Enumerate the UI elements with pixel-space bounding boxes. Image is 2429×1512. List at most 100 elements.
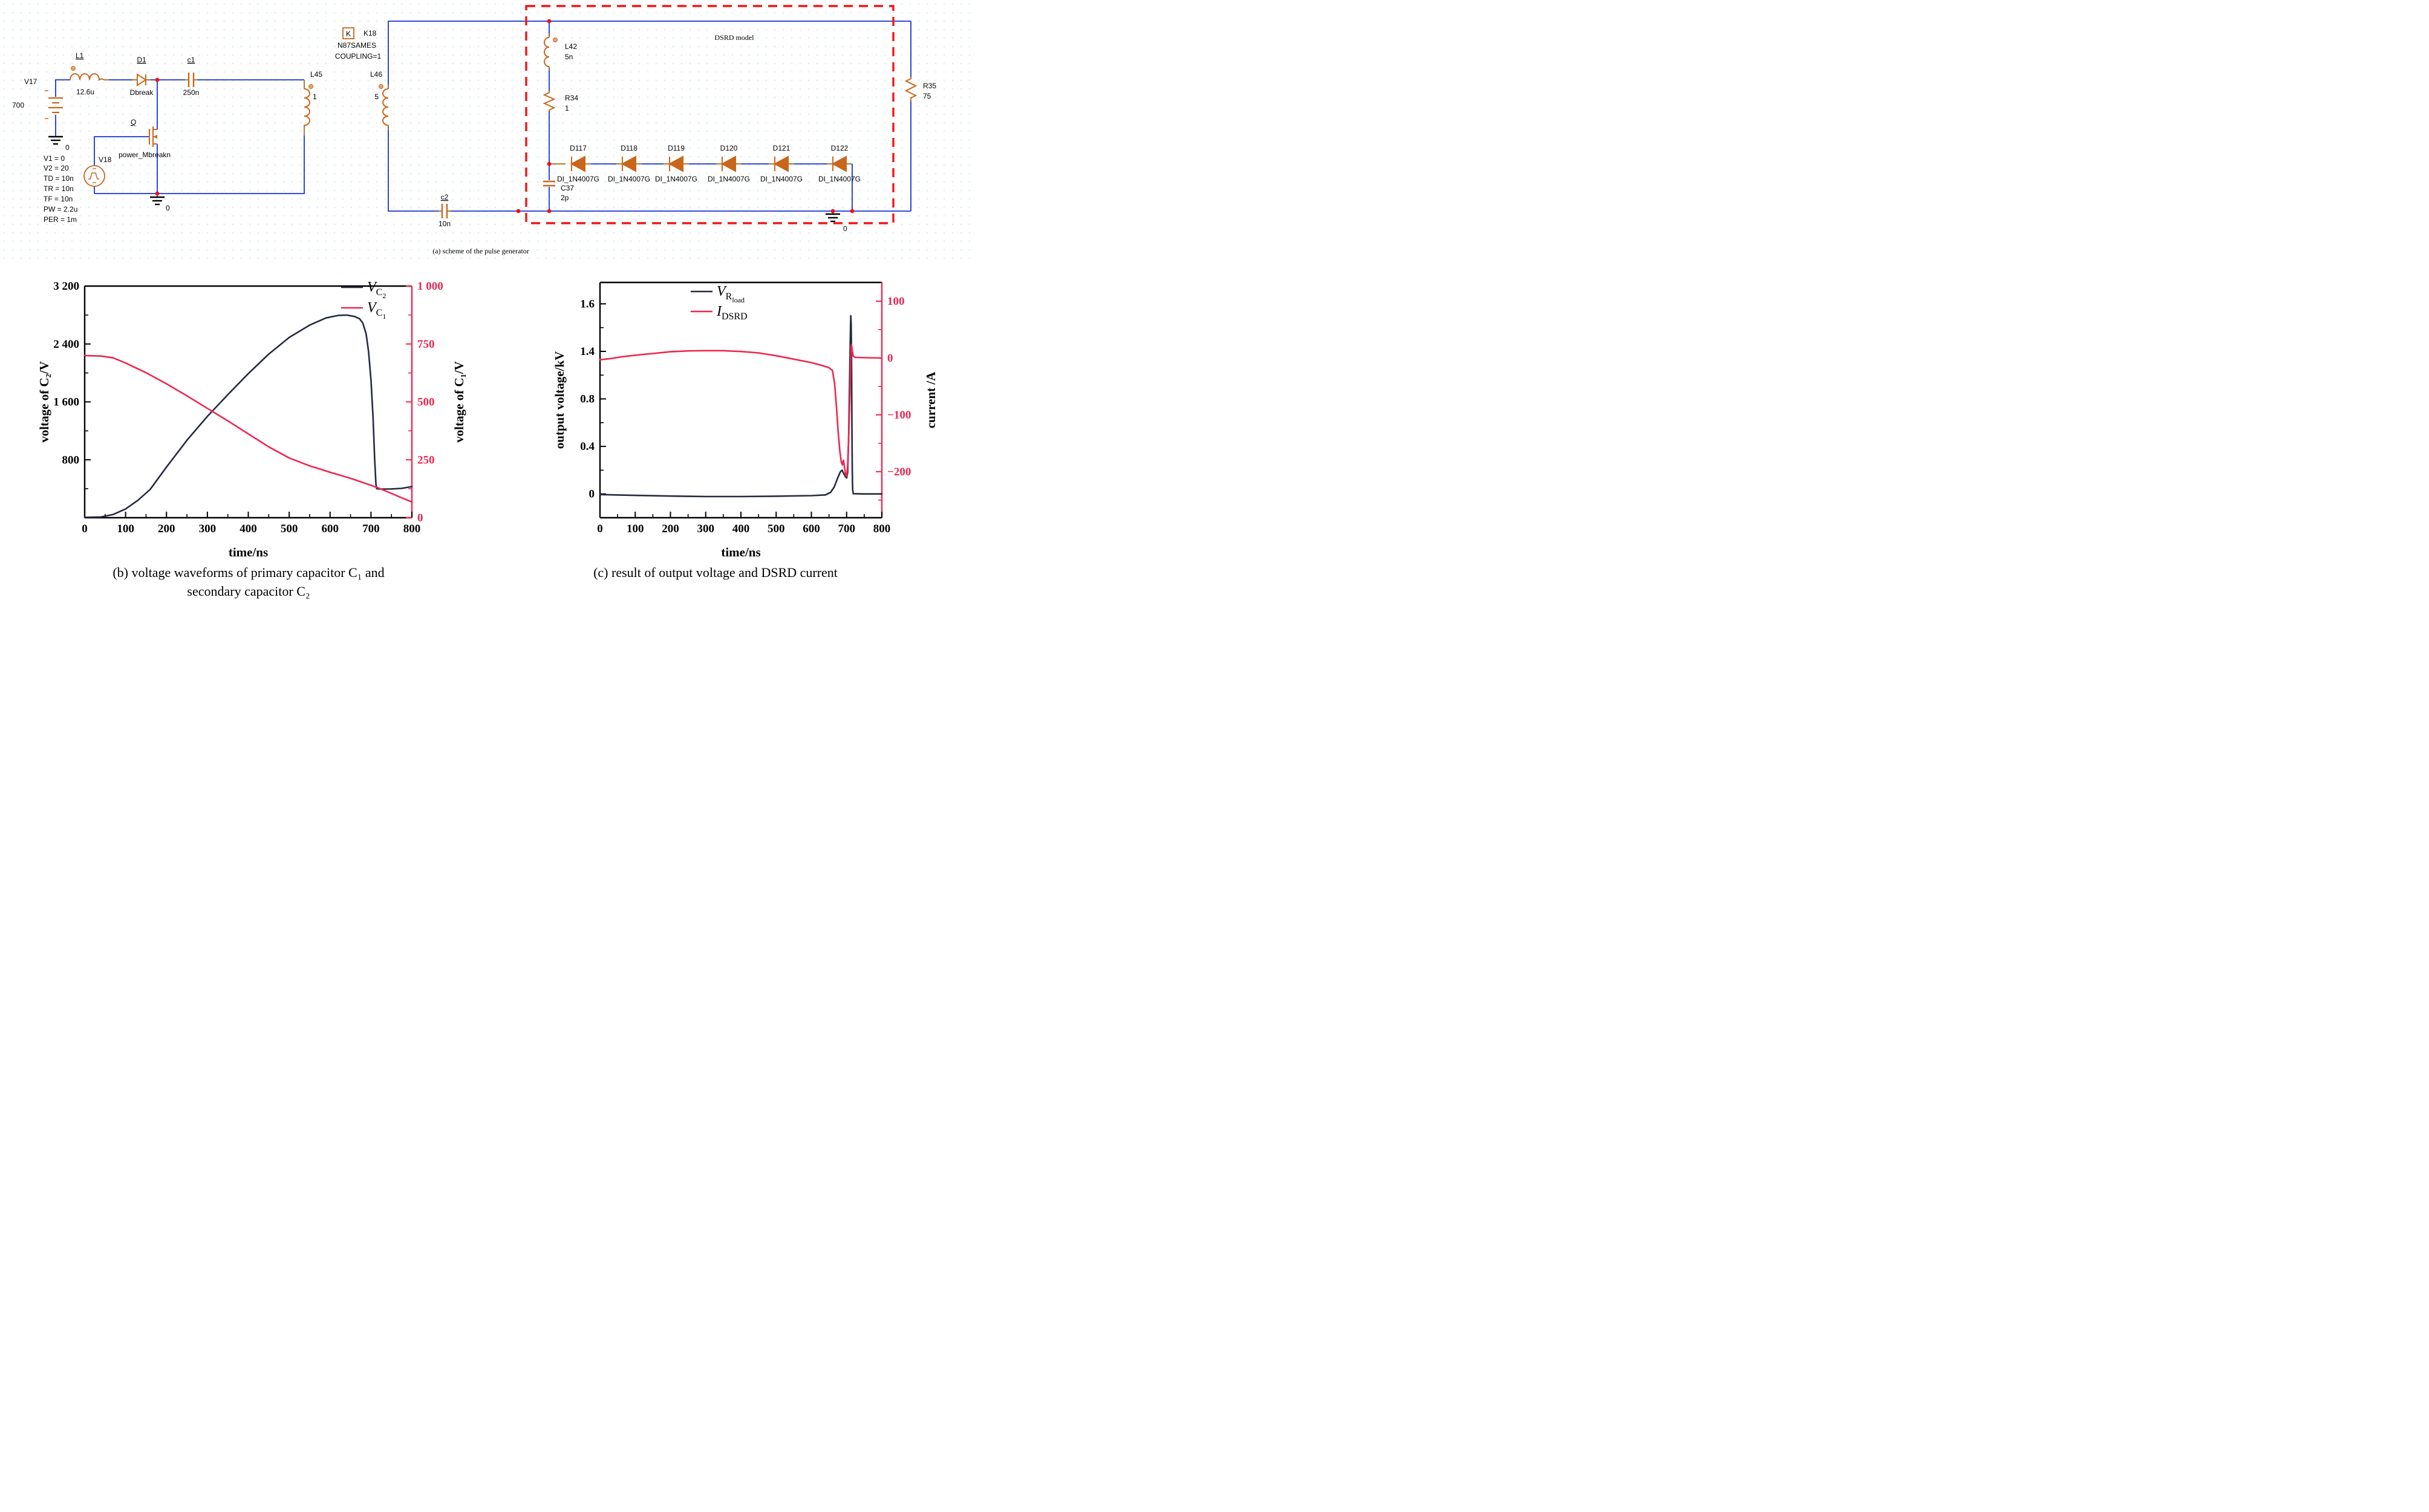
svg-text:0: 0 bbox=[417, 512, 423, 524]
svg-text:200: 200 bbox=[662, 523, 679, 535]
r34-value: 1 bbox=[565, 104, 569, 112]
right-axis-title: voltage of C₁/V bbox=[452, 361, 466, 443]
svg-text:700: 700 bbox=[362, 523, 380, 535]
svg-text:0: 0 bbox=[887, 352, 893, 365]
d121-ref: D121 bbox=[773, 144, 791, 152]
svg-text:800: 800 bbox=[62, 454, 80, 466]
svg-text:400: 400 bbox=[732, 523, 750, 535]
x-axis-title: time/ns bbox=[721, 545, 760, 559]
svg-text:100: 100 bbox=[117, 523, 134, 535]
v18-param-7: PER = 1m bbox=[44, 215, 77, 224]
svg-text:100: 100 bbox=[887, 295, 905, 308]
right-axis-ticks: 100 0 −100 −200 bbox=[876, 295, 911, 501]
gnd-label-3: 0 bbox=[843, 224, 847, 233]
svg-text:400: 400 bbox=[240, 523, 257, 535]
dsrd-model-title: DSRD model bbox=[714, 33, 754, 42]
mosfet-q bbox=[149, 126, 157, 147]
svg-text:600: 600 bbox=[803, 523, 820, 535]
figure-page: V17 700 0 L1 12.6u D1 Dbreak c1 250n Q p… bbox=[0, 0, 971, 605]
caption-line-1: (b) voltage waveforms of primary capacit… bbox=[112, 565, 384, 580]
gnd-label-1: 0 bbox=[65, 143, 70, 152]
v17-value: 700 bbox=[12, 101, 24, 109]
r35-ref: R35 bbox=[923, 82, 936, 90]
capacitor-c2 bbox=[441, 204, 448, 218]
svg-text:600: 600 bbox=[322, 523, 339, 535]
v18-param-1: V1 = 0 bbox=[44, 154, 65, 163]
curve-v_c2 bbox=[83, 314, 413, 518]
capacitor-c1 bbox=[187, 73, 195, 87]
gnd-label-2: 0 bbox=[166, 204, 170, 212]
svg-text:−100: −100 bbox=[887, 409, 911, 422]
d117-model: DI_1N4007G bbox=[557, 175, 599, 183]
svg-text:100: 100 bbox=[627, 523, 644, 535]
inductor-l42 bbox=[544, 37, 558, 67]
right-axis-title: current /A bbox=[924, 371, 938, 428]
v18-param-4: TR = 10n bbox=[44, 184, 74, 193]
d1-model: Dbreak bbox=[130, 88, 154, 97]
c2-value: 10n bbox=[439, 220, 451, 228]
l1-value: 12.6u bbox=[76, 88, 94, 96]
inductor-l45 bbox=[304, 84, 313, 126]
d117-ref: D117 bbox=[570, 144, 587, 152]
chart-capacitor-voltages: 0 100 200 300 400 500 600 700 800 3 200 2 400 1 600… bbox=[37, 279, 466, 599]
svg-text:300: 300 bbox=[697, 523, 715, 535]
v18-param-3: TD = 10n bbox=[44, 174, 74, 183]
svg-text:3 200: 3 200 bbox=[53, 280, 79, 293]
right-axis-ticks: 1 000 750 500 250 0 bbox=[406, 280, 443, 524]
v17-ref: V17 bbox=[24, 77, 37, 86]
svg-text:2 400: 2 400 bbox=[53, 338, 79, 351]
k18-coupling: COUPLING=1 bbox=[335, 52, 382, 60]
svg-text:0.8: 0.8 bbox=[580, 393, 595, 406]
capacitor-c37 bbox=[543, 180, 555, 187]
left-axis-title: output voltage/kV bbox=[552, 351, 567, 449]
legend-i_dsrd: IDSRD bbox=[716, 304, 748, 322]
k18-box bbox=[342, 27, 354, 39]
dsrd-diode-chain bbox=[570, 155, 847, 172]
v18-ref: V18 bbox=[99, 155, 112, 164]
diode-d120 bbox=[720, 155, 736, 172]
k18-ref: K18 bbox=[364, 29, 377, 37]
inductor-l1 bbox=[70, 66, 105, 81]
d120-model: DI_1N4007G bbox=[708, 175, 750, 183]
svg-text:1 000: 1 000 bbox=[417, 280, 443, 293]
ground-symbols bbox=[48, 135, 840, 223]
svg-text:500: 500 bbox=[417, 396, 435, 409]
left-axis-title: voltage of C₂/V bbox=[37, 361, 51, 443]
wires bbox=[55, 21, 911, 214]
svg-text:800: 800 bbox=[873, 523, 891, 535]
svg-text:1 600: 1 600 bbox=[53, 396, 79, 409]
pin-stubs bbox=[104, 34, 852, 212]
c37-ref: C37 bbox=[561, 184, 574, 192]
v18-param-6: PW = 2.2u bbox=[44, 205, 77, 213]
x-axis-ticks: 0 100 200 300 400 500 600 700 800 bbox=[82, 512, 420, 535]
c37-value: 2p bbox=[561, 194, 569, 202]
svg-text:−200: −200 bbox=[887, 466, 911, 478]
l42-value: 5n bbox=[565, 53, 573, 61]
resistor-r34 bbox=[543, 91, 556, 111]
junction-dots bbox=[155, 19, 855, 213]
x-axis-ticks: 0 100 200 300 400 500 600 700 800 bbox=[597, 512, 890, 535]
c1-value: 250n bbox=[183, 88, 200, 97]
curve-v_c1 bbox=[83, 354, 413, 503]
diode-d117 bbox=[570, 155, 585, 172]
dsrd-model-box bbox=[525, 5, 895, 224]
svg-text:0: 0 bbox=[589, 488, 595, 501]
x-axis-title: time/ns bbox=[229, 545, 268, 559]
caption-a: (a) scheme of the pulse generator bbox=[432, 247, 529, 255]
inductor-l46 bbox=[379, 84, 389, 126]
diode-d119 bbox=[668, 155, 683, 172]
left-axis-ticks: 1.6 1.4 0.8 0.4 0 bbox=[580, 298, 606, 518]
v18-param-5: TF = 10n bbox=[44, 195, 73, 203]
svg-text:0: 0 bbox=[82, 523, 88, 535]
svg-text:750: 750 bbox=[417, 338, 435, 351]
svg-text:1.6: 1.6 bbox=[580, 298, 595, 310]
d119-ref: D119 bbox=[668, 144, 685, 152]
caption-line-2: secondary capacitor C₂ bbox=[187, 584, 310, 599]
d118-ref: D118 bbox=[621, 144, 637, 152]
svg-text:500: 500 bbox=[768, 523, 785, 535]
k18-core: N87SAMES bbox=[337, 41, 376, 50]
c2-ref: c2 bbox=[441, 193, 449, 201]
svg-text:250: 250 bbox=[417, 454, 435, 466]
